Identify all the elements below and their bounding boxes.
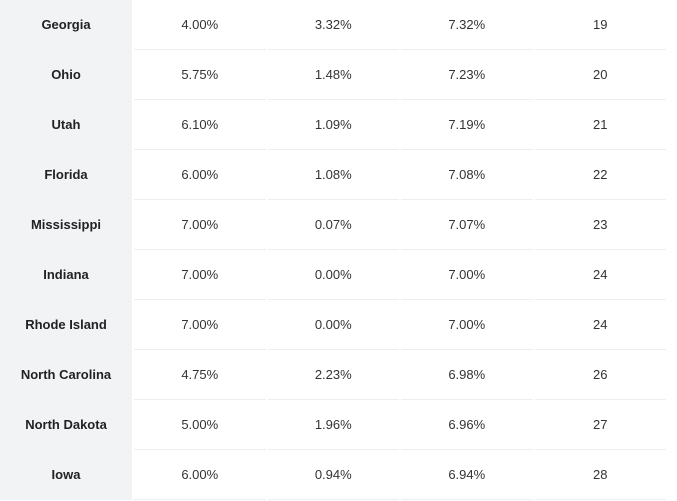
rank-cell: 26 — [534, 350, 666, 400]
rank-cell: 19 — [534, 0, 666, 50]
rate-cell: 7.00% — [134, 250, 266, 300]
rank-cell: 23 — [534, 200, 666, 250]
combined-rate-cell: 6.94% — [401, 450, 533, 500]
rate-cell: 1.48% — [267, 50, 399, 100]
rate-cell: 1.96% — [267, 400, 399, 450]
rate-cell: 1.08% — [267, 150, 399, 200]
rate-cell: 0.07% — [267, 200, 399, 250]
state-cell: Ohio — [0, 50, 132, 100]
rate-cell: 6.00% — [134, 450, 266, 500]
rate-cell: 4.00% — [134, 0, 266, 50]
state-cell: Georgia — [0, 0, 132, 50]
rank-cell: 28 — [534, 450, 666, 500]
state-cell: Indiana — [0, 250, 132, 300]
rate-cell: 6.10% — [134, 100, 266, 150]
rate-cell: 5.00% — [134, 400, 266, 450]
table-row: Rhode Island 7.00% 0.00% 7.00% 24 — [0, 300, 666, 350]
combined-rate-cell: 7.00% — [401, 250, 533, 300]
combined-rate-cell: 6.96% — [401, 400, 533, 450]
rate-cell: 7.00% — [134, 200, 266, 250]
table-row: Florida 6.00% 1.08% 7.08% 22 — [0, 150, 666, 200]
table-row: Mississippi 7.00% 0.07% 7.07% 23 — [0, 200, 666, 250]
rate-cell: 4.75% — [134, 350, 266, 400]
state-cell: Iowa — [0, 450, 132, 500]
combined-rate-cell: 7.19% — [401, 100, 533, 150]
rate-cell: 0.00% — [267, 300, 399, 350]
state-cell: Florida — [0, 150, 132, 200]
rate-cell: 1.09% — [267, 100, 399, 150]
rate-cell: 5.75% — [134, 50, 266, 100]
state-cell: Mississippi — [0, 200, 132, 250]
rate-cell: 6.00% — [134, 150, 266, 200]
combined-rate-cell: 7.08% — [401, 150, 533, 200]
state-cell: Utah — [0, 100, 132, 150]
table-row: North Dakota 5.00% 1.96% 6.96% 27 — [0, 400, 666, 450]
state-cell: Rhode Island — [0, 300, 132, 350]
table-row: Ohio 5.75% 1.48% 7.23% 20 — [0, 50, 666, 100]
rank-cell: 24 — [534, 250, 666, 300]
combined-rate-cell: 7.00% — [401, 300, 533, 350]
rank-cell: 22 — [534, 150, 666, 200]
combined-rate-cell: 7.23% — [401, 50, 533, 100]
rate-cell: 3.32% — [267, 0, 399, 50]
combined-rate-cell: 7.07% — [401, 200, 533, 250]
combined-rate-cell: 6.98% — [401, 350, 533, 400]
state-cell: North Carolina — [0, 350, 132, 400]
rate-cell: 0.00% — [267, 250, 399, 300]
table-row: Utah 6.10% 1.09% 7.19% 21 — [0, 100, 666, 150]
combined-rate-cell: 7.32% — [401, 0, 533, 50]
table-row: Indiana 7.00% 0.00% 7.00% 24 — [0, 250, 666, 300]
rank-cell: 27 — [534, 400, 666, 450]
table-row: Iowa 6.00% 0.94% 6.94% 28 — [0, 450, 666, 500]
table-row: Georgia 4.00% 3.32% 7.32% 19 — [0, 0, 666, 50]
rate-cell: 2.23% — [267, 350, 399, 400]
rank-cell: 20 — [534, 50, 666, 100]
state-cell: North Dakota — [0, 400, 132, 450]
rate-cell: 7.00% — [134, 300, 266, 350]
table-row: North Carolina 4.75% 2.23% 6.98% 26 — [0, 350, 666, 400]
rank-cell: 21 — [534, 100, 666, 150]
rate-cell: 0.94% — [267, 450, 399, 500]
rank-cell: 24 — [534, 300, 666, 350]
